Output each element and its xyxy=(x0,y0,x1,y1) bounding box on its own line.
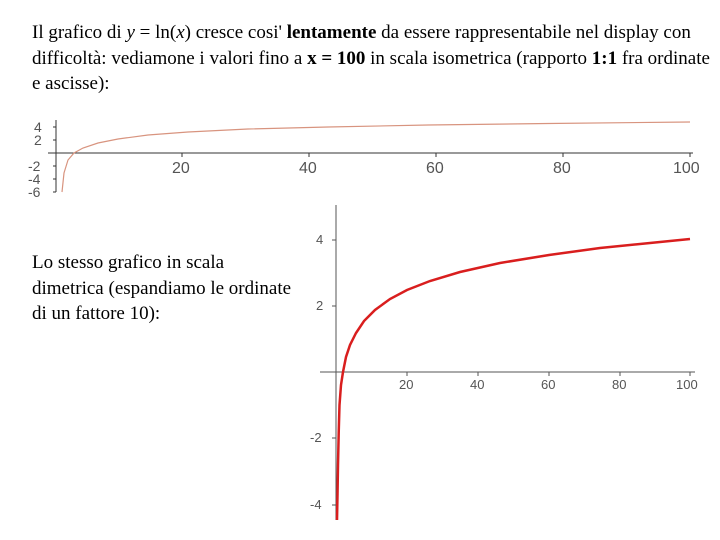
ytick-2: 2 xyxy=(34,132,42,148)
var-x: x xyxy=(176,22,184,43)
xtick-20b: 20 xyxy=(399,377,413,392)
ytick-n4b: -4 xyxy=(310,497,322,512)
chart-dimetric-svg xyxy=(300,205,700,525)
ytick-2b: 2 xyxy=(316,298,323,313)
paragraph-intro: Il grafico di y = ln(x) cresce cosi' len… xyxy=(32,20,712,97)
emph-ratio: 1:1 xyxy=(592,48,617,69)
xtick-100b: 100 xyxy=(676,377,698,392)
chart-dimetric: 4 2 -2 -4 20 40 60 80 100 xyxy=(300,205,700,525)
xtick-80b: 80 xyxy=(612,377,626,392)
text: ) cresce cosi' xyxy=(185,22,287,43)
ytick-n2b: -2 xyxy=(310,430,322,445)
chart-isometric-svg xyxy=(28,120,698,200)
xtick-60b: 60 xyxy=(541,377,555,392)
emph-lentamente: lentamente xyxy=(287,22,377,43)
ytick-4b: 4 xyxy=(316,232,323,247)
xtick-40b: 40 xyxy=(470,377,484,392)
emph-x100: x = 100 xyxy=(307,48,365,69)
text: Il grafico di xyxy=(32,22,126,43)
paragraph-dimetric: Lo stesso grafico in scala dimetrica (es… xyxy=(32,250,292,327)
xtick-100: 100 xyxy=(673,160,700,178)
text: Lo stesso grafico in scala dimetrica (es… xyxy=(32,252,291,324)
xtick-60: 60 xyxy=(426,160,444,178)
xtick-80: 80 xyxy=(553,160,571,178)
xtick-20: 20 xyxy=(172,160,190,178)
var-y: y xyxy=(126,22,134,43)
xtick-40: 40 xyxy=(299,160,317,178)
text: in scala isometrica (rapporto xyxy=(365,48,591,69)
text: = ln( xyxy=(135,22,176,43)
ytick-n6: -6 xyxy=(28,184,40,200)
chart-isometric: 4 2 -2 -4 -6 20 40 60 80 100 xyxy=(28,120,698,200)
